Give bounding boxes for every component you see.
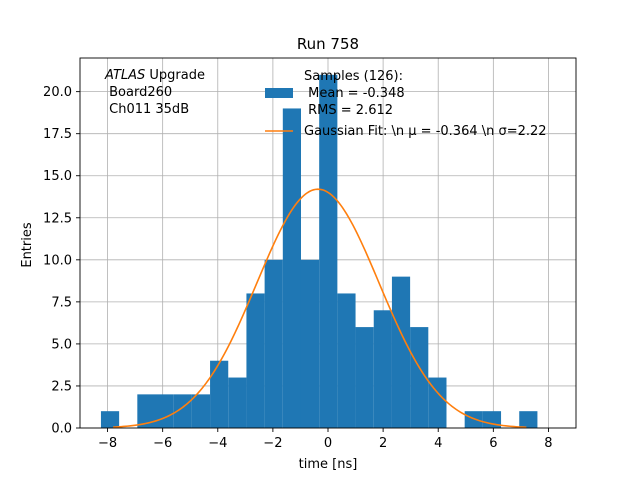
- histogram-bar: [355, 327, 374, 428]
- histogram-bar: [137, 394, 156, 428]
- histogram-bar: [428, 377, 447, 428]
- annotation-upgrade: Upgrade: [145, 68, 205, 83]
- histogram-bars: [100, 74, 538, 429]
- histogram-bar: [300, 259, 320, 428]
- x-tick-label: −8: [98, 436, 117, 451]
- y-tick-label: 2.5: [51, 379, 72, 394]
- x-tick-label: −6: [153, 436, 172, 451]
- annotation-atlas: ATLAS: [104, 68, 145, 83]
- histogram-bar: [373, 310, 392, 428]
- y-tick-label: 0.0: [51, 422, 72, 437]
- atlas-annotation: ATLAS Upgrade Board260 Ch011 35dB: [104, 68, 205, 117]
- y-tick-label: 12.5: [43, 211, 72, 226]
- x-tick-label: 0: [324, 436, 332, 451]
- x-axis-ticks: −8 −6 −4 −2 0 2 4 6 8: [98, 428, 553, 451]
- histogram-bar: [464, 411, 483, 428]
- x-tick-label: 6: [489, 436, 497, 451]
- histogram-bar: [100, 411, 120, 428]
- chart-title: Run 758: [297, 35, 359, 53]
- y-tick-label: 7.5: [51, 295, 72, 310]
- annotation-line-3: Ch011 35dB: [105, 102, 189, 117]
- x-tick-label: 4: [434, 436, 442, 451]
- y-axis-ticks: 0.0 2.5 5.0 7.5 10.0 12.5 15.0 17.5 20.0: [43, 85, 80, 437]
- gaussian-fit-curve: [113, 188, 527, 429]
- legend: Samples (126): Mean = -0.348 RMS = 2.612…: [265, 69, 547, 139]
- histogram-bar: [410, 327, 429, 428]
- legend-label-histogram-1: Samples (126):: [304, 69, 403, 84]
- y-tick-label: 15.0: [43, 169, 72, 184]
- histogram-bar: [191, 394, 211, 428]
- annotation-line-2: Board260: [105, 85, 172, 100]
- legend-label-histogram-2: Mean = -0.348: [304, 86, 405, 101]
- y-axis-label: Entries: [20, 222, 35, 268]
- y-tick-label: 20.0: [43, 85, 72, 100]
- histogram-bar: [319, 74, 338, 429]
- histogram-bar: [337, 293, 356, 428]
- histogram-bar: [210, 360, 229, 428]
- x-axis-label: time [ns]: [299, 457, 358, 472]
- histogram-bar: [228, 377, 247, 428]
- y-tick-label: 10.0: [43, 253, 72, 268]
- histogram-bar: [519, 411, 538, 428]
- histogram-bar: [264, 259, 283, 428]
- legend-label-histogram-3: RMS = 2.612: [304, 103, 393, 118]
- y-tick-label: 17.5: [43, 127, 72, 142]
- histogram-bar: [155, 394, 174, 428]
- histogram-bar: [391, 276, 411, 428]
- legend-label-fit: Gaussian Fit: \n μ = -0.364 \n σ=2.22: [304, 124, 547, 139]
- histogram-bar: [282, 108, 301, 429]
- x-tick-label: 2: [379, 436, 387, 451]
- legend-swatch-histogram: [265, 88, 293, 98]
- histogram-bar: [482, 411, 502, 428]
- y-tick-label: 5.0: [51, 337, 72, 352]
- x-tick-label: −2: [263, 436, 282, 451]
- histogram-bar: [246, 293, 265, 428]
- annotation-line-1: ATLAS Upgrade: [104, 68, 205, 83]
- x-tick-label: 8: [544, 436, 552, 451]
- x-tick-label: −4: [208, 436, 227, 451]
